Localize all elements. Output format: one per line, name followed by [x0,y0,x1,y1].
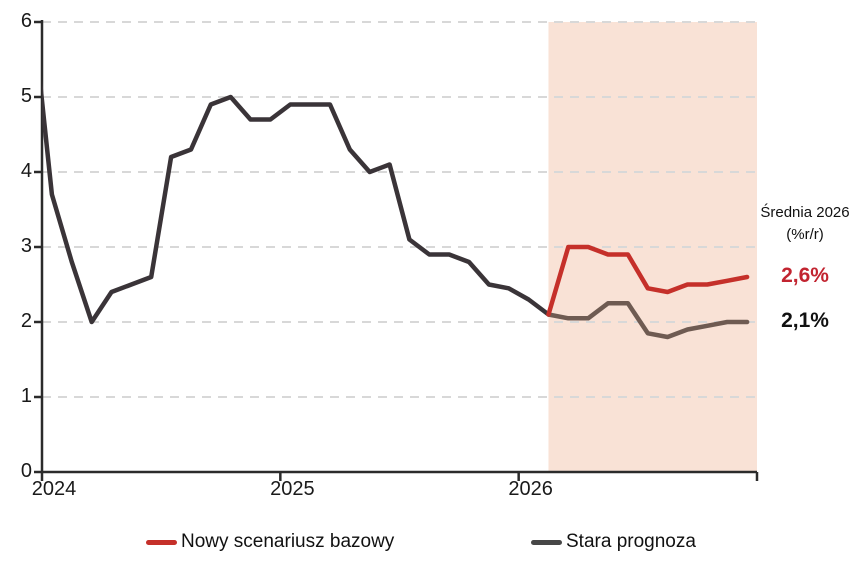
series-line-historical [42,79,551,325]
legend-item-old-forecast: Stara prognoza [531,531,696,553]
legend-label-old-forecast: Stara prognoza [566,531,696,552]
annotation-new-scenario-value: 2,6% [781,264,829,287]
average-2026-annotation: Średnia 2026 (%r/r) 2,6% 2,1% [752,0,858,569]
series-line-new-forecast [546,244,750,317]
x-axis-tick-label: 2025 [270,478,315,500]
legend-swatch-old-forecast-icon [531,539,562,545]
y-axis-tick-label: 0 [20,460,32,483]
y-axis-tick-label: 1 [20,385,32,408]
legend-label-new-scenario: Nowy scenariusz bazowy [181,531,395,552]
legend-swatch-new-scenario-icon [146,539,177,545]
y-axis-tick-label: 6 [20,10,32,33]
y-axis-tick-label: 5 [20,85,32,108]
gridlines [42,21,757,398]
x-axis-tick-label: 2026 [508,478,553,500]
x-axis-tick-label: 2024 [31,478,77,500]
annotation-title-line2: (%r/r) [786,226,824,243]
legend-item-new-scenario: Nowy scenariusz bazowy [146,531,394,553]
y-axis-tick-label: 4 [20,160,32,183]
y-axis-tick-label: 2 [20,310,32,333]
series-line-old-forecast [546,301,750,340]
annotation-title-line1: Średnia 2026 [760,204,850,221]
series-lines [42,79,750,340]
y-axis-tick-label: 3 [20,235,32,258]
axes [34,20,759,481]
annotation-old-forecast-value: 2,1% [781,309,829,332]
